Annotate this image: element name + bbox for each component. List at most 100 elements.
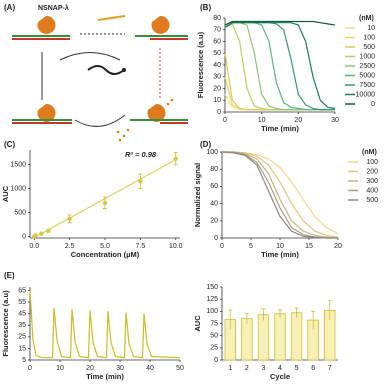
y-tick-label: 75 [210, 320, 218, 327]
x-tick-label: 10 [258, 117, 266, 124]
y-tick-label: 50 [213, 50, 221, 57]
y-tick-label: 25 [210, 345, 218, 352]
error-bar [244, 313, 249, 324]
series-line [224, 22, 336, 110]
y-tick-label: 40 [213, 62, 221, 69]
legend-label: 10 [367, 25, 375, 32]
enzyme-icon [151, 15, 170, 34]
error-bar [261, 308, 266, 321]
point [33, 233, 38, 238]
x-tick-label: 3 [261, 365, 265, 372]
x-tick-label: 0 [220, 243, 224, 250]
x-tick-label: 30 [116, 365, 124, 372]
y-tick-label: 10 [213, 97, 221, 104]
error-bar [228, 309, 233, 330]
legend-label: 0 [371, 101, 375, 108]
y-tick-label: 65 [18, 287, 26, 294]
x-tick-label: 20 [294, 117, 302, 124]
panel-a: (A) NSNAP-λ [4, 3, 188, 142]
annotation: R² = 0.98 [125, 150, 157, 159]
x-axis-label: Concentration (µM) [71, 250, 140, 259]
bar [290, 312, 303, 361]
y-axis-label: Normalized signal [193, 163, 202, 227]
x-tick-label: 2.5 [65, 243, 75, 250]
x-tick-label: 0.0 [29, 243, 39, 250]
x-tick-label: 20 [334, 243, 342, 250]
bar [241, 318, 253, 361]
x-tick-label: 50 [176, 365, 184, 372]
panel-label: (D) [200, 140, 211, 149]
legend-label: 2500 [359, 63, 375, 70]
series-line [222, 151, 338, 239]
series-line [222, 151, 339, 239]
point [173, 156, 178, 161]
enzyme-icon [147, 103, 166, 122]
legend-title: (nM) [362, 149, 377, 156]
point [102, 200, 108, 206]
fragments [116, 98, 174, 142]
error-bar [278, 309, 282, 318]
legend-label: 10000 [356, 91, 376, 98]
error-bar [311, 310, 316, 329]
point [39, 231, 44, 236]
y-tick-label: 20 [210, 218, 218, 225]
y-tick-label: 25 [18, 334, 26, 341]
chart: (E) 5 15 25 35 45 55 65 0 10 20 30 40 50 Time (min) Flu… [1, 271, 184, 381]
enzyme-icon [37, 15, 56, 34]
x-axis-label: Time (min) [86, 372, 124, 381]
y-tick-label: 100 [206, 308, 218, 315]
series-line [29, 290, 181, 359]
legend-label: 100 [363, 34, 375, 41]
x-tick-label: 10 [56, 365, 64, 372]
x-axis-label: Time (min) [261, 250, 299, 259]
series-line [224, 94, 335, 111]
legend-title: (nM) [359, 15, 374, 22]
series-line [224, 22, 335, 111]
series-line [224, 20, 336, 26]
x-tick-label: 0 [28, 365, 32, 372]
y-tick-label: 5 [22, 357, 26, 364]
x-tick-label: 15 [305, 243, 313, 250]
diagram-title: NSNAP-λ [38, 4, 69, 12]
panel-label: (B) [200, 3, 211, 12]
y-tick-label: 0 [214, 357, 218, 364]
y-tick-label: 30 [213, 74, 221, 81]
enzyme-icon [37, 103, 56, 122]
y-tick-label: 60 [213, 38, 221, 45]
panel-label: (C) [4, 140, 15, 149]
point [138, 179, 143, 184]
x-axis-label: Cycle [270, 372, 290, 381]
panel-label: (A) [4, 3, 15, 12]
y-tick-label: 80 [213, 15, 221, 22]
bar [274, 313, 286, 361]
arrows [41, 33, 161, 127]
x-tick-label: 5.0 [100, 243, 110, 250]
y-tick-label: 55 [18, 299, 26, 306]
y-tick-label: 80 [210, 166, 218, 173]
legend-label: 300 [366, 178, 378, 185]
x-tick-label: 4 [278, 365, 282, 372]
x-tick-label: 10 [276, 243, 284, 250]
y-tick-label: 0 [217, 109, 221, 116]
x-axis-label: Time (min) [261, 124, 299, 133]
series-line [224, 22, 335, 111]
y-tick-label: 125 [206, 296, 218, 303]
y-tick-label: 45 [18, 310, 26, 317]
legend-label: 5000 [359, 72, 375, 79]
legend-label: 100 [366, 159, 378, 166]
y-tick-label: 100 [206, 149, 218, 156]
y-axis-label: AUC [193, 315, 202, 332]
legend-label: 500 [366, 197, 378, 204]
error-bar [327, 300, 332, 321]
y-tick-label: 0 [214, 235, 218, 242]
y-tick-label: 40 [210, 200, 218, 207]
y-tick-label: 70 [213, 27, 221, 34]
y-tick-label: 500 [14, 209, 26, 216]
dna [12, 15, 188, 124]
chart: (B) 0 10 20 30 40 50 60 70 80 0 10 20 30 Time (min) Flu… [196, 3, 375, 133]
x-tick-label: 7.5 [136, 243, 146, 250]
bar [257, 314, 270, 361]
x-tick-label: 5 [249, 243, 253, 250]
